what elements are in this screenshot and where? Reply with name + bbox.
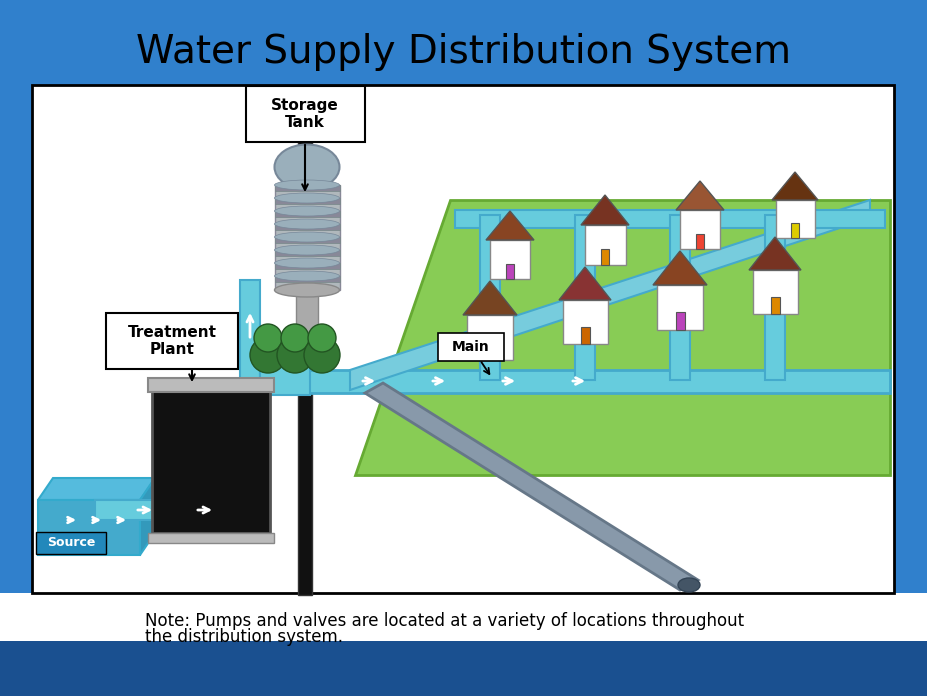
Bar (770, 297, 780, 314)
Bar (584, 225, 626, 265)
Polygon shape (675, 181, 723, 210)
Polygon shape (355, 200, 889, 475)
Polygon shape (479, 215, 500, 380)
Polygon shape (349, 200, 870, 390)
Polygon shape (463, 281, 516, 315)
Text: Source: Source (46, 537, 95, 550)
Polygon shape (364, 383, 697, 590)
Polygon shape (260, 350, 310, 395)
Ellipse shape (678, 578, 699, 592)
Bar (147, 533, 273, 543)
Ellipse shape (274, 245, 339, 255)
Bar (790, 223, 798, 238)
Bar (695, 234, 704, 249)
Circle shape (249, 337, 286, 373)
Bar (152, 388, 270, 533)
Text: Water Supply Distribution System: Water Supply Distribution System (136, 33, 791, 71)
Bar (489, 240, 529, 279)
Polygon shape (748, 237, 800, 270)
Polygon shape (669, 215, 690, 380)
FancyBboxPatch shape (246, 86, 364, 142)
Polygon shape (38, 500, 140, 555)
Ellipse shape (274, 232, 339, 242)
Bar (563, 300, 607, 344)
Text: Storage
Tank: Storage Tank (271, 98, 338, 130)
Bar (752, 270, 797, 314)
Bar (274, 224, 339, 230)
Circle shape (308, 324, 336, 352)
Bar (274, 198, 339, 204)
Polygon shape (260, 370, 889, 393)
Bar (601, 249, 608, 265)
Bar (274, 250, 339, 256)
Bar (0, 641, 927, 696)
Bar (32, 85, 893, 593)
Polygon shape (486, 211, 533, 240)
Bar (675, 312, 684, 330)
Polygon shape (558, 267, 610, 300)
Polygon shape (240, 280, 260, 520)
Polygon shape (653, 251, 706, 285)
Ellipse shape (274, 206, 339, 216)
Circle shape (254, 324, 282, 352)
Bar (298, 87, 311, 595)
Bar (147, 378, 273, 392)
Bar (580, 327, 590, 344)
Text: Note: Pumps and valves are located at a variety of locations throughout: Note: Pumps and valves are located at a … (145, 612, 743, 630)
Bar (274, 263, 339, 269)
Ellipse shape (274, 193, 339, 203)
Ellipse shape (274, 258, 339, 268)
FancyBboxPatch shape (106, 313, 237, 369)
Bar (274, 185, 339, 191)
Ellipse shape (274, 219, 339, 229)
Bar (466, 315, 513, 360)
Text: Treatment
Plant: Treatment Plant (127, 325, 216, 357)
Bar (775, 200, 814, 238)
Text: Main: Main (451, 340, 489, 354)
Polygon shape (454, 210, 884, 228)
Text: the distribution system.: the distribution system. (145, 628, 343, 646)
Bar (0, 593, 927, 641)
Ellipse shape (274, 271, 339, 281)
Polygon shape (764, 215, 784, 380)
Bar (274, 211, 339, 217)
FancyBboxPatch shape (36, 532, 106, 554)
Ellipse shape (274, 283, 339, 297)
Bar (296, 290, 318, 350)
Ellipse shape (274, 180, 339, 190)
Polygon shape (95, 500, 240, 520)
Bar (274, 276, 339, 282)
Circle shape (276, 337, 312, 373)
Bar (274, 185, 339, 290)
Bar (0, 0, 927, 100)
Bar (505, 264, 514, 279)
Polygon shape (575, 215, 594, 380)
FancyBboxPatch shape (438, 333, 503, 361)
Polygon shape (580, 195, 629, 225)
Polygon shape (38, 478, 155, 500)
Bar (486, 342, 494, 360)
Polygon shape (140, 478, 155, 555)
Bar (679, 210, 719, 249)
Circle shape (304, 337, 339, 373)
Polygon shape (771, 172, 817, 200)
Circle shape (281, 324, 309, 352)
Bar (274, 237, 339, 243)
Ellipse shape (274, 145, 339, 189)
Bar (656, 285, 703, 330)
